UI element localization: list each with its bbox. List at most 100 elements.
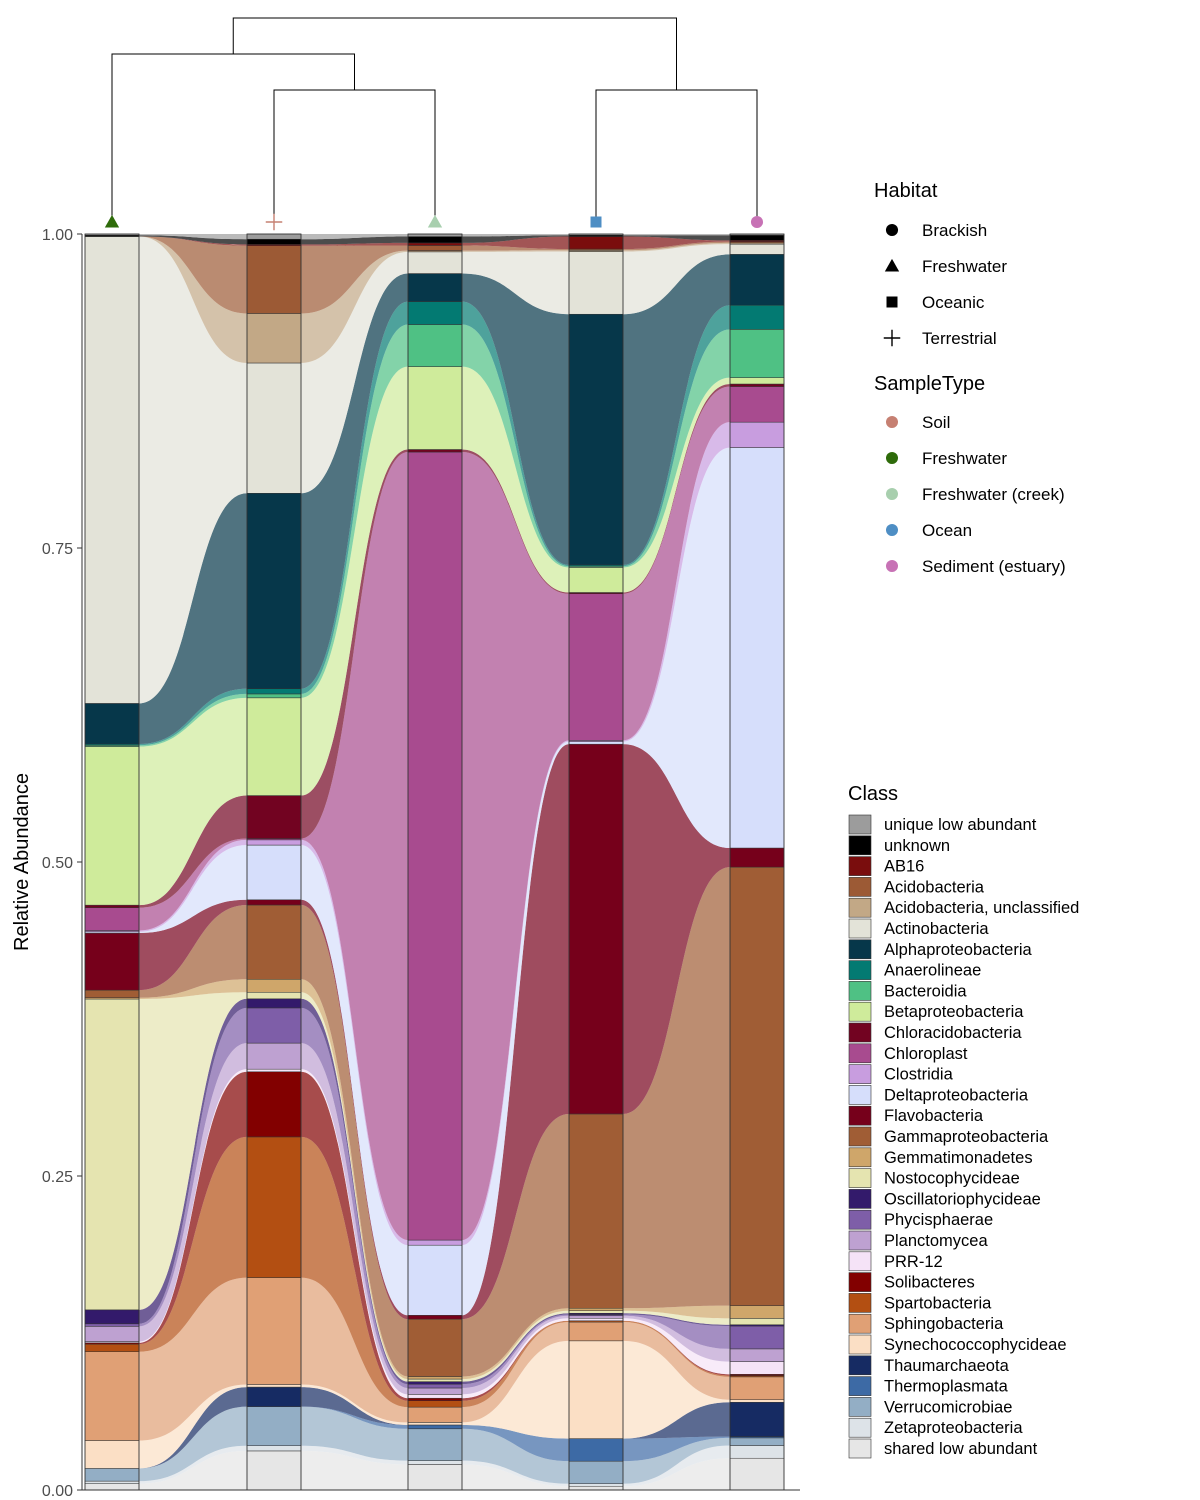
bar-segment-actinobacteria: [729, 243, 785, 255]
flow-betaproteobacteria: [462, 366, 569, 593]
legend-class-key-betaproteobacteria: [848, 1001, 872, 1022]
flow-chloroplast: [462, 452, 569, 1241]
bar-segment-oscillatoriophycideae: [246, 998, 302, 1009]
flow-chloracidobacteria: [623, 384, 730, 594]
flow-bacteroidia: [301, 324, 408, 698]
legend-class-label: Chloroplast: [884, 1045, 968, 1063]
bar-segment-thaumarchaeota: [246, 1386, 302, 1407]
bar-segment-zetaproteobacteria: [407, 1460, 463, 1465]
legend-class-label: Planctomycea: [884, 1232, 988, 1250]
bar-segment-unknown: [729, 235, 785, 241]
flow-nostocophycideae: [462, 1310, 569, 1382]
flow-synechococcophycideae: [462, 1340, 569, 1439]
bar-segment-alphaproteobacteria: [84, 703, 140, 745]
bar-segment-betaproteobacteria: [407, 366, 463, 450]
bar-segment-chloracidobacteria: [246, 795, 302, 839]
legend-class-label: Actinobacteria: [884, 920, 989, 938]
bar-segment-sphingobacteria: [407, 1406, 463, 1423]
y-tick-label: 1.00: [42, 227, 73, 244]
flow-phycisphaerae: [462, 1314, 569, 1388]
sample-marker-freshwater: [104, 214, 120, 228]
bar-segment-unknown: [246, 238, 302, 245]
dendrogram-branch: [595, 89, 758, 221]
flow-solibacteres: [462, 1320, 569, 1401]
bar-segment-actinobacteria: [84, 236, 140, 704]
legend-class-label: Sphingobacteria: [884, 1315, 1004, 1333]
legend-sampletype-label: Freshwater (creek): [922, 485, 1065, 504]
y-axis: Relative Abundance 0.00 0.25 0.50 0.75 1.00: [11, 227, 800, 1500]
flow-chloracidobacteria: [139, 795, 247, 908]
sample-marker-sediment-estuary: [750, 215, 764, 229]
legend-class-key-planctomycea: [848, 1230, 872, 1251]
flow-ab16: [139, 236, 247, 246]
legend-sampletype-label: Soil: [922, 413, 950, 432]
bar-segment-gammaproteobacteria: [729, 866, 785, 1306]
legend-class-key-nostocophycideae: [848, 1168, 872, 1188]
flow-planctomycea: [139, 1043, 247, 1342]
legend-habitat-key-oceanic: [886, 296, 898, 308]
bar-segment-clostridia: [407, 1239, 463, 1246]
flow-alphaproteobacteria: [623, 254, 730, 565]
bar-segment-verrucomicrobiae: [568, 1460, 624, 1484]
bar-segment-synechococcophycideae: [246, 1384, 302, 1388]
flow-thermoplasmata: [623, 1436, 730, 1462]
bar-segment-alphaproteobacteria: [729, 254, 785, 306]
bar-segment-chloracidobacteria: [84, 904, 140, 908]
legend-class-key-chloroplast: [848, 1043, 872, 1064]
flow-nostocophycideae: [301, 992, 408, 1382]
flow-actinobacteria: [462, 251, 569, 315]
legend-habitat-label: Freshwater: [922, 257, 1007, 276]
flow-unique-low-abundant: [462, 234, 569, 237]
bar-segment-chloracidobacteria: [407, 449, 463, 453]
flow-deltaproteobacteria: [462, 741, 569, 1316]
flow-thermoplasmata: [462, 1424, 569, 1462]
bar-segment-alphaproteobacteria: [246, 493, 302, 689]
bar-segment-flavobacteria: [729, 847, 785, 868]
legend-class-label: Nostocophycideae: [884, 1170, 1020, 1188]
legend-class-key-spartobacteria: [848, 1293, 872, 1313]
flow-chloroplast: [301, 452, 408, 1241]
flow-zetaproteobacteria: [623, 1445, 730, 1487]
bar-segment-oscillatoriophycideae: [407, 1381, 463, 1385]
flow-unique-low-abundant: [301, 234, 408, 240]
legend-class-label: Synechococcophycideae: [884, 1336, 1067, 1354]
bar-segment-oscillatoriophycideae: [84, 1309, 140, 1325]
flow-actinobacteria: [623, 244, 730, 315]
bar-sample-2: [246, 233, 302, 1491]
legend-class-key-unique-low-abundant: [848, 814, 872, 835]
legend-class-key-bacteroidia: [848, 981, 872, 1001]
legend-sampletype-key-ocean: [886, 524, 898, 536]
bar-segment-sphingobacteria: [729, 1376, 785, 1400]
flow-acidobacteria-unclassified: [623, 242, 730, 252]
legend-sampletype-label: Ocean: [922, 521, 972, 540]
bar-segment-synechococcophycideae: [568, 1340, 624, 1439]
bar-segment-planctomycea: [246, 1042, 302, 1070]
flow-verrucomicrobiae: [462, 1428, 569, 1484]
bar-segment-betaproteobacteria: [84, 746, 140, 906]
sample-marker-freshwater-creek: [427, 214, 443, 228]
flow-sphingobacteria: [139, 1277, 247, 1441]
bar-segment-ab16: [407, 242, 463, 246]
bar-segment-zetaproteobacteria: [568, 1483, 624, 1487]
legend-sampletype-label: Freshwater: [922, 449, 1007, 468]
flow-gammaproteobacteria: [623, 867, 730, 1309]
flow-solibacteres: [301, 1071, 408, 1401]
bar-segment-planctomycea: [568, 1315, 624, 1319]
flow-chloracidobacteria: [301, 449, 408, 839]
bar-segment-phycisphaerae: [246, 1007, 302, 1044]
flow-unique-low-abundant: [139, 234, 247, 240]
legend-class: Class unique low abundant unknown AB16 Acid…: [848, 783, 1079, 1459]
flow-solibacteres: [139, 1071, 247, 1345]
flow-ab16: [623, 236, 730, 250]
bar-segment-synechococcophycideae: [729, 1399, 785, 1403]
flow-synechococcophycideae: [623, 1340, 730, 1439]
legend-class-label: Oscillatoriophycideae: [884, 1190, 1041, 1208]
legend-class-label: Thaumarchaeota: [884, 1357, 1010, 1375]
flow-prr-12: [301, 1069, 408, 1399]
flow-flavobacteria: [301, 899, 408, 1320]
bar-segment-spartobacteria: [407, 1400, 463, 1408]
legend-class-label: Acidobacteria: [884, 878, 985, 896]
legend-class-key-deltaproteobacteria: [848, 1085, 872, 1105]
bar-segment-prr-12: [407, 1394, 463, 1399]
bar-segment-synechococcophycideae: [84, 1440, 140, 1469]
